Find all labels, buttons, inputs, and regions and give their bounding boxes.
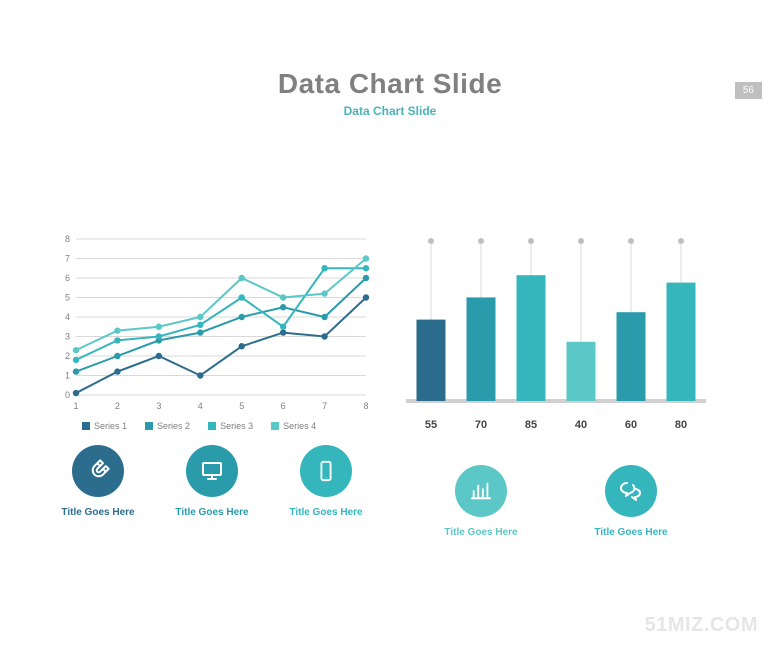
page-number: 56 bbox=[735, 82, 762, 99]
legend-item: Series 3 bbox=[208, 421, 253, 431]
icon-label: Title Goes Here bbox=[52, 507, 144, 518]
legend-swatch bbox=[208, 422, 216, 430]
legend-item: Series 2 bbox=[145, 421, 190, 431]
bar-label: 40 bbox=[575, 419, 587, 431]
right-icon-row: Title Goes Here Title Goes Here bbox=[406, 465, 706, 538]
legend-item: Series 4 bbox=[271, 421, 316, 431]
icon-item: Title Goes Here bbox=[166, 445, 258, 518]
mobile-icon bbox=[300, 445, 352, 497]
svg-text:4: 4 bbox=[65, 312, 70, 322]
title-block: Data Chart Slide Data Chart Slide bbox=[0, 68, 780, 118]
left-icon-row: Title Goes Here Title Goes Here Title Goes… bbox=[52, 445, 372, 518]
icon-label: Title Goes Here bbox=[585, 527, 677, 538]
line-chart-legend: Series 1 Series 2 Series 3 Series 4 bbox=[82, 421, 372, 431]
bar-label: 55 bbox=[425, 419, 437, 431]
bar-chart-labels: 55 70 85 40 60 80 bbox=[406, 419, 706, 431]
magnet-icon bbox=[72, 445, 124, 497]
bar-label: 70 bbox=[475, 419, 487, 431]
icon-label: Title Goes Here bbox=[280, 507, 372, 518]
legend-swatch bbox=[145, 422, 153, 430]
svg-text:6: 6 bbox=[281, 401, 286, 411]
bubbles-icon bbox=[605, 465, 657, 517]
page-title: Data Chart Slide bbox=[0, 68, 780, 100]
page-subtitle: Data Chart Slide bbox=[0, 104, 780, 118]
bar-label: 85 bbox=[525, 419, 537, 431]
svg-text:3: 3 bbox=[156, 401, 161, 411]
monitor-icon bbox=[186, 445, 238, 497]
svg-text:2: 2 bbox=[65, 351, 70, 361]
legend-label: Series 4 bbox=[283, 421, 316, 431]
svg-text:6: 6 bbox=[65, 273, 70, 283]
right-column: 557085406080 Title Goes HereTitle Goes H… bbox=[406, 233, 706, 538]
svg-text:2: 2 bbox=[115, 401, 120, 411]
line-chart: 01234567812345678 bbox=[52, 233, 372, 413]
legend-swatch bbox=[271, 422, 279, 430]
svg-text:4: 4 bbox=[198, 401, 203, 411]
bars-icon bbox=[455, 465, 507, 517]
legend-label: Series 3 bbox=[220, 421, 253, 431]
legend-label: Series 2 bbox=[157, 421, 190, 431]
svg-text:7: 7 bbox=[322, 401, 327, 411]
svg-text:1: 1 bbox=[73, 401, 78, 411]
icon-label: Title Goes Here bbox=[435, 527, 527, 538]
svg-text:7: 7 bbox=[65, 254, 70, 264]
svg-text:5: 5 bbox=[65, 293, 70, 303]
icon-item: Title Goes Here bbox=[280, 445, 372, 518]
icon-item: Title Goes Here bbox=[52, 445, 144, 518]
svg-text:0: 0 bbox=[65, 390, 70, 400]
svg-text:8: 8 bbox=[65, 234, 70, 244]
left-column: 01234567812345678 Series 1Series 2Series… bbox=[52, 233, 372, 538]
svg-text:8: 8 bbox=[363, 401, 368, 411]
legend-item: Series 1 bbox=[82, 421, 127, 431]
svg-text:3: 3 bbox=[65, 332, 70, 342]
legend-label: Series 1 bbox=[94, 421, 127, 431]
icon-item: Title Goes Here bbox=[585, 465, 677, 538]
bar-chart bbox=[406, 233, 706, 413]
svg-text:1: 1 bbox=[65, 371, 70, 381]
icon-item: Title Goes Here bbox=[435, 465, 527, 538]
legend-swatch bbox=[82, 422, 90, 430]
bar-label: 60 bbox=[625, 419, 637, 431]
svg-text:5: 5 bbox=[239, 401, 244, 411]
bar-label: 80 bbox=[675, 419, 687, 431]
watermark: 51MIZ.COM bbox=[645, 614, 758, 637]
icon-label: Title Goes Here bbox=[166, 507, 258, 518]
